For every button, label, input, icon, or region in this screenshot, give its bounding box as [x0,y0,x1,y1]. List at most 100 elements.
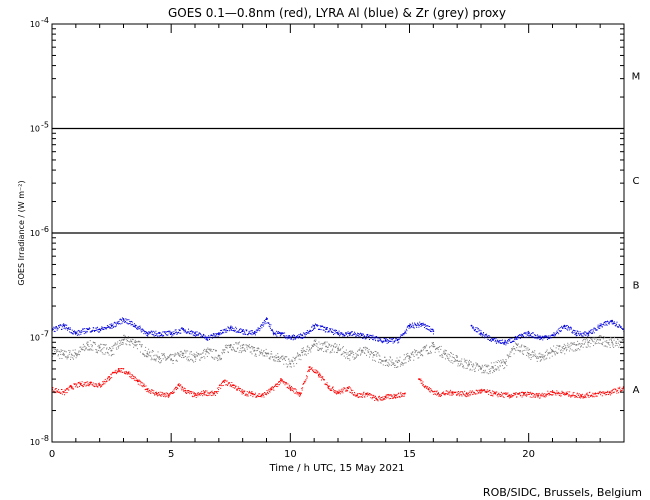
trace-dot [478,330,480,332]
trace-dot [189,353,191,355]
trace-dot [199,394,201,396]
data-point [611,319,613,322]
trace-dot [135,378,137,380]
trace-dot [422,384,424,386]
trace-dot [529,334,531,336]
trace-dot [193,353,195,355]
trace-dot [169,330,171,332]
trace-dot [65,327,67,329]
trace-dot [353,333,355,335]
y-tick-exponent: -7 [41,330,49,339]
trace-dot [310,351,312,353]
trace-dot [98,347,100,349]
trace-dot [481,368,482,370]
trace-dot [160,332,162,334]
trace-dot [585,339,587,341]
trace-dot [184,388,186,390]
trace-dot [428,389,430,391]
trace-dot [333,390,335,392]
trace-dot [180,350,182,352]
trace-dot [387,394,389,396]
trace-dot [560,351,562,353]
trace-dot [561,326,563,328]
trace-dot [291,389,293,391]
trace-dot [608,342,610,344]
trace-dot [456,355,458,357]
trace-dot [167,334,169,336]
trace-dot [573,394,575,396]
trace-dot [592,329,594,331]
trace-dot [125,318,127,320]
trace-dot [513,353,515,355]
data-point [503,341,506,344]
trace-dot [396,337,398,339]
trace-dot [348,334,350,336]
trace-dot [270,329,272,331]
trace-dot [347,387,349,389]
trace-dot [271,356,273,358]
trace-dot [385,394,387,396]
trace-dot [212,394,214,396]
trace-dot [342,389,344,391]
trace-dot [334,330,336,332]
trace-dot [268,389,270,391]
trace-dot [302,349,304,351]
trace-dot [88,327,90,329]
trace-dot [181,327,183,329]
trace-dot [104,378,106,380]
trace-dot [205,338,207,340]
trace-dot [79,331,81,333]
trace-dot [588,341,590,343]
trace-dot [262,352,264,354]
trace-dot [354,393,356,395]
trace-dot [206,390,208,392]
y-tick-label: 10 [30,438,40,447]
trace-dot [191,391,193,393]
trace-dot [117,341,119,343]
trace-dot [461,391,463,393]
trace-dot [121,322,123,324]
trace-dot [278,360,280,362]
trace-dot [324,343,326,345]
trace-dot [311,347,313,349]
trace-dot [561,325,563,327]
trace-dot [447,357,449,359]
trace-dot [529,354,531,356]
trace-dot [524,392,526,394]
trace-dot [414,324,416,326]
trace-dot [146,334,148,336]
trace-dot [102,348,104,350]
trace-dot [584,394,586,396]
trace-dot [400,363,402,365]
trace-dot [584,334,586,336]
trace-dot [303,350,305,352]
trace-dot [583,397,585,399]
trace-dot [232,327,234,329]
trace-dot [223,351,225,353]
trace-dot [134,326,136,328]
trace-dot [193,393,195,395]
trace-dot [177,332,179,334]
trace-dot [537,396,539,398]
trace-dot [92,349,94,351]
trace-dot [149,391,151,393]
trace-dot [521,396,523,398]
trace-dot [598,335,600,337]
trace-dot [220,330,222,332]
trace-dot [145,388,147,390]
trace-dot [384,398,386,400]
trace-dot [326,346,328,348]
trace-dot [399,365,401,367]
trace-dot [143,383,145,385]
trace-dot [331,331,333,333]
trace-dot [523,394,525,396]
trace-dot [256,350,258,352]
trace-dot [73,331,75,333]
trace-dot [303,350,305,352]
trace-dot [411,354,413,356]
trace-dot [104,344,106,346]
trace-dot [375,340,377,342]
trace-dot [154,358,156,360]
trace-dot [263,350,265,352]
trace-dot [322,344,324,346]
